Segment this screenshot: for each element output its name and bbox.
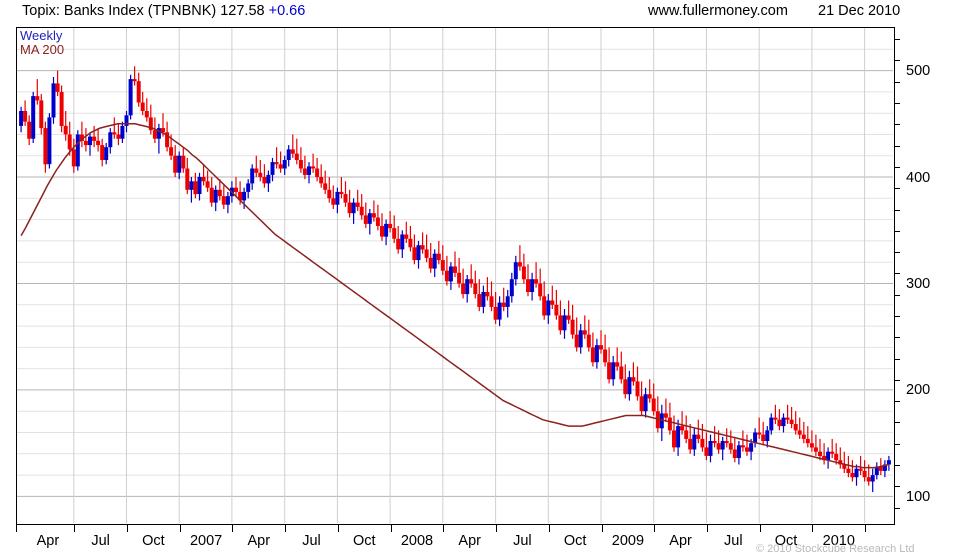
x-axis-tick: [285, 525, 287, 532]
y-axis-tick-minor: [895, 337, 900, 339]
x-axis-label: 2007: [189, 533, 223, 549]
x-axis-tick: [865, 525, 867, 532]
x-axis-tick: [127, 525, 128, 532]
x-axis-label: Oct: [563, 533, 587, 549]
x-axis-label: Jul: [302, 533, 321, 549]
x-axis-tick: [601, 525, 603, 532]
y-axis-tick-minor: [895, 230, 900, 232]
y-axis-tick-minor: [895, 315, 900, 317]
x-axis-tick: [654, 525, 656, 532]
x-axis-label: Jul: [513, 533, 532, 549]
x-axis-label: Jul: [724, 533, 743, 549]
y-axis-tick-minor: [895, 81, 900, 83]
x-axis-tick: [548, 525, 550, 532]
y-axis-tick-minor: [895, 103, 900, 104]
x-axis-tick: [759, 525, 761, 532]
plot-area[interactable]: Weekly MA 200: [16, 27, 895, 525]
y-axis-tick-minor: [895, 294, 900, 296]
y-axis-label: 400: [906, 169, 931, 186]
y-axis-tick-minor: [895, 252, 900, 253]
y-axis-label: 500: [906, 63, 931, 80]
x-axis-label: Oct: [774, 533, 798, 549]
y-axis-tick-minor: [895, 507, 900, 509]
price-change: +0.66: [268, 3, 306, 19]
y-axis-tick-minor: [895, 60, 900, 62]
y-axis-label: 200: [906, 382, 931, 399]
x-axis-tick: [179, 525, 181, 532]
instrument-label: Topix: Banks Index (TPNBNK) 127.58: [22, 3, 265, 19]
x-axis: Apr Jul Oct 2007 Apr Jul Oct 2008 Apr Jul Oct 2009 A…: [16, 525, 895, 560]
y-axis-tick-minor: [895, 401, 900, 403]
y-axis-tick-minor: [895, 273, 900, 275]
y-axis-tick-minor: [895, 379, 900, 381]
y-axis-tick-minor: [895, 188, 900, 190]
x-axis-tick: [496, 525, 498, 532]
x-axis-label: Apr: [458, 533, 481, 549]
grid-lines: [17, 28, 893, 523]
legend-period: Weekly: [20, 28, 63, 43]
x-axis-label: Apr: [247, 533, 271, 549]
site-url[interactable]: www.fullermoney.com: [648, 3, 788, 19]
y-axis-tick-minor: [895, 486, 900, 488]
chart-header: Topix: Banks Index (TPNBNK) 127.58 +0.66…: [0, 0, 980, 27]
x-axis-label: Oct: [142, 533, 165, 549]
x-axis-tick: [232, 525, 234, 532]
x-axis-tick: [812, 525, 814, 532]
x-axis-tick: [706, 525, 708, 532]
x-axis-tick: [74, 525, 76, 532]
y-axis: 500 400 300 200 100: [895, 27, 980, 525]
x-axis-label: Oct: [353, 533, 376, 549]
chart-legend: Weekly MA 200: [20, 28, 65, 58]
y-axis-label: 100: [906, 488, 931, 505]
y-axis-tick-minor: [895, 465, 900, 466]
y-axis-tick-minor: [895, 443, 900, 445]
x-axis-tick: [337, 525, 339, 532]
copyright-notice: © 2010 Stockcube Research Ltd: [756, 543, 915, 555]
x-axis-tick: [443, 525, 445, 532]
y-axis-tick-minor: [895, 422, 900, 424]
x-axis-label: 2008: [400, 533, 434, 549]
x-axis-label: Jul: [91, 533, 110, 549]
y-axis-tick-minor: [895, 166, 900, 168]
x-axis-label: Apr: [669, 533, 692, 549]
x-axis-label: 2010: [822, 533, 855, 549]
y-axis-tick-minor: [895, 145, 900, 147]
y-axis-label: 300: [906, 276, 931, 292]
x-axis-label: Apr: [36, 533, 60, 549]
y-axis-tick-minor: [895, 358, 900, 360]
y-axis-tick-minor: [895, 209, 900, 211]
price-series: [19, 66, 891, 493]
plot-canvas: [17, 28, 894, 524]
x-axis-tick: [16, 525, 17, 532]
legend-ma200: MA 200: [20, 42, 65, 58]
x-axis-label: 2009: [611, 533, 645, 549]
page-title: Topix: Banks Index (TPNBNK) 127.58 +0.66: [22, 3, 305, 19]
y-axis-tick-minor: [895, 39, 900, 41]
y-axis-tick-minor: [895, 124, 900, 126]
chart-date: 21 Dec 2010: [818, 3, 901, 19]
x-axis-tick: [390, 525, 392, 532]
